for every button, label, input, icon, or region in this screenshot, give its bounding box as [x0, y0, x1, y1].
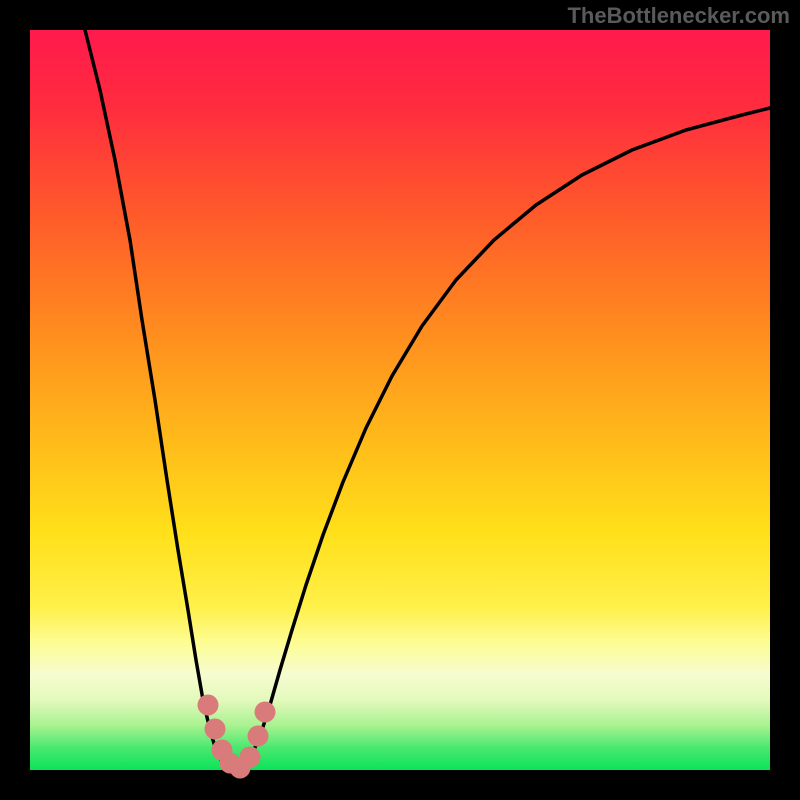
watermark-text: TheBottlenecker.com — [567, 3, 790, 29]
curve-node — [255, 702, 276, 723]
plot-svg — [30, 30, 770, 770]
curve-node — [198, 695, 219, 716]
curve-node — [205, 719, 226, 740]
curve-node — [248, 726, 269, 747]
chart-container: TheBottlenecker.com — [0, 0, 800, 800]
curve-node — [240, 747, 261, 768]
plot-area — [30, 30, 770, 770]
